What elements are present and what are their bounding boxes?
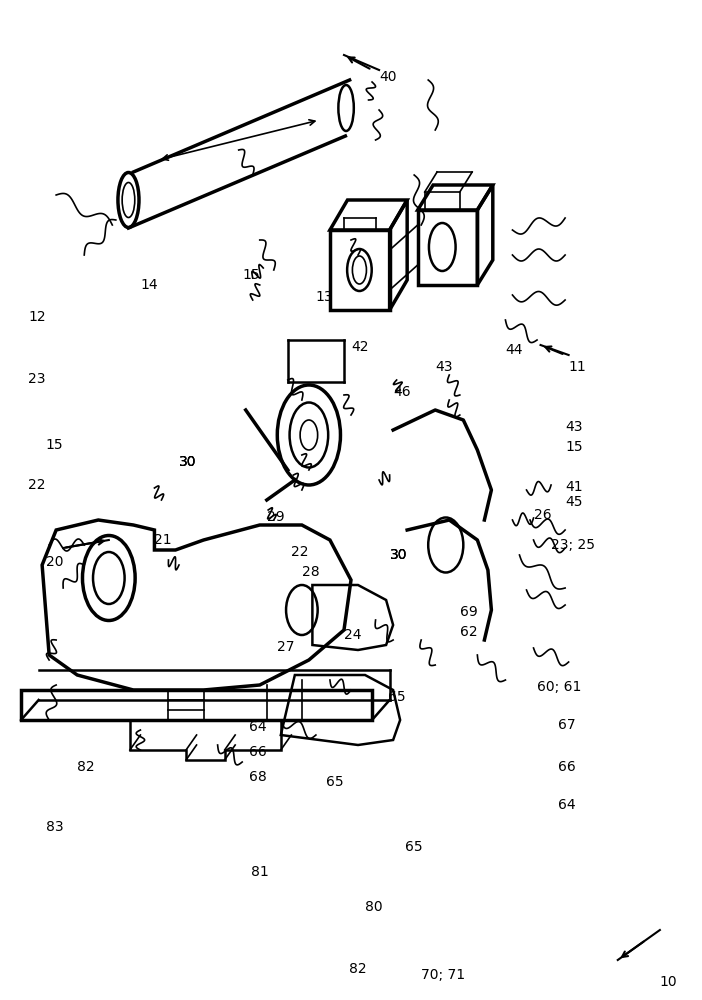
Text: 30: 30 [390, 548, 407, 562]
Text: 14: 14 [140, 278, 158, 292]
Text: 21: 21 [154, 533, 172, 547]
Text: 67: 67 [558, 718, 576, 732]
Text: 62: 62 [460, 625, 477, 639]
Text: 82: 82 [77, 760, 95, 774]
Text: 12: 12 [28, 310, 46, 324]
Text: 28: 28 [302, 565, 319, 579]
Text: 80: 80 [365, 900, 383, 914]
Text: 30: 30 [179, 455, 197, 469]
Text: 42: 42 [351, 340, 369, 354]
Text: 70; 71: 70; 71 [421, 968, 465, 982]
Text: 60; 61: 60; 61 [537, 680, 581, 694]
Text: 41: 41 [565, 480, 583, 494]
Text: 23: 23 [28, 372, 46, 386]
Text: 64: 64 [249, 720, 267, 734]
Text: 81: 81 [251, 865, 269, 879]
Text: 44: 44 [505, 343, 523, 357]
Text: 40: 40 [379, 70, 397, 84]
Text: 22: 22 [291, 545, 309, 559]
Text: 27: 27 [277, 640, 295, 654]
Text: 83: 83 [46, 820, 63, 834]
Text: 15: 15 [242, 268, 260, 282]
Text: 69: 69 [460, 605, 477, 619]
Text: 68: 68 [249, 770, 267, 784]
Text: 11: 11 [569, 360, 586, 374]
Text: 30: 30 [390, 548, 407, 562]
Text: 30: 30 [179, 455, 197, 469]
Text: 20: 20 [46, 555, 63, 569]
Text: 45: 45 [565, 495, 583, 509]
Text: 82: 82 [349, 962, 367, 976]
Text: 22: 22 [28, 478, 46, 492]
Text: 15: 15 [46, 438, 63, 452]
Text: 30: 30 [179, 455, 197, 469]
Text: 43: 43 [565, 420, 583, 434]
Text: 46: 46 [393, 385, 411, 399]
Text: 30: 30 [390, 548, 407, 562]
Text: 13: 13 [316, 290, 333, 304]
Text: 66: 66 [558, 760, 576, 774]
Text: 65: 65 [326, 775, 344, 789]
Text: 24: 24 [344, 628, 362, 642]
Text: 66: 66 [249, 745, 267, 759]
Text: 65: 65 [388, 690, 406, 704]
Text: 23; 25: 23; 25 [551, 538, 595, 552]
Text: 15: 15 [565, 440, 583, 454]
Text: 65: 65 [405, 840, 423, 854]
Text: 10: 10 [660, 975, 677, 989]
Text: 43: 43 [435, 360, 453, 374]
Text: 29: 29 [267, 510, 284, 524]
Text: 64: 64 [558, 798, 576, 812]
Text: 26: 26 [534, 508, 551, 522]
